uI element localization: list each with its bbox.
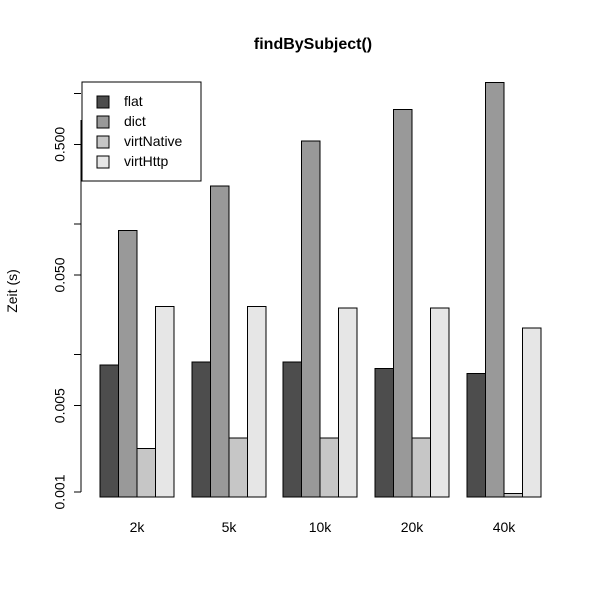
- bar-flat-5k: [192, 362, 211, 497]
- bar-dict-20k: [394, 110, 413, 497]
- bar-dict-2k: [119, 230, 138, 497]
- legend: flat dict virtNative virtHttp: [82, 82, 201, 181]
- y-tick-label: 0.500: [52, 127, 68, 162]
- bar-virtNative-10k: [320, 438, 339, 497]
- x-tick-label-20k: 20k: [401, 519, 425, 535]
- x-axis: 2k 5k 10k 20k 40k: [130, 519, 517, 535]
- x-tick-label-2k: 2k: [130, 519, 146, 535]
- bar-dict-40k: [486, 82, 505, 497]
- bar-flat-40k: [467, 374, 486, 497]
- legend-swatch-flat: [97, 96, 109, 108]
- bar-virtHttp-2k: [156, 307, 175, 497]
- bar-virtNative-20k: [412, 438, 431, 497]
- bar-virtHttp-20k: [431, 308, 450, 497]
- bar-virtHttp-5k: [248, 307, 267, 497]
- legend-swatch-dict: [97, 116, 109, 128]
- legend-label-flat: flat: [124, 93, 143, 109]
- plot-area: 0.001 0.005 0.050 0.500 2k 5k 10k 20k 40k flat d…: [52, 82, 541, 535]
- bar-dict-10k: [302, 141, 321, 497]
- y-axis: 0.001 0.005 0.050 0.500: [52, 93, 81, 509]
- bar-flat-20k: [375, 369, 394, 497]
- legend-swatch-virtHttp: [97, 156, 109, 168]
- legend-label-virtNative: virtNative: [124, 133, 183, 149]
- bar-dict-5k: [211, 186, 230, 497]
- y-axis-label: Zeit (s): [4, 269, 20, 313]
- legend-label-virtHttp: virtHttp: [124, 153, 169, 169]
- y-tick-label: 0.001: [52, 474, 68, 509]
- x-tick-label-5k: 5k: [222, 519, 238, 535]
- chart-title: findBySubject(): [254, 36, 372, 53]
- legend-label-dict: dict: [124, 113, 146, 129]
- bar-virtNative-40k: [504, 494, 523, 497]
- legend-swatch-virtNative: [97, 136, 109, 148]
- bar-virtNative-5k: [229, 438, 248, 497]
- bar-virtHttp-10k: [339, 308, 358, 497]
- bar-flat-10k: [283, 362, 302, 497]
- bar-flat-2k: [100, 365, 119, 497]
- bar-virtNative-2k: [137, 449, 156, 497]
- y-tick-label: 0.005: [52, 388, 68, 423]
- y-tick-label: 0.050: [52, 257, 68, 292]
- x-tick-label-40k: 40k: [493, 519, 517, 535]
- x-tick-label-10k: 10k: [309, 519, 333, 535]
- bar-virtHttp-40k: [523, 328, 542, 497]
